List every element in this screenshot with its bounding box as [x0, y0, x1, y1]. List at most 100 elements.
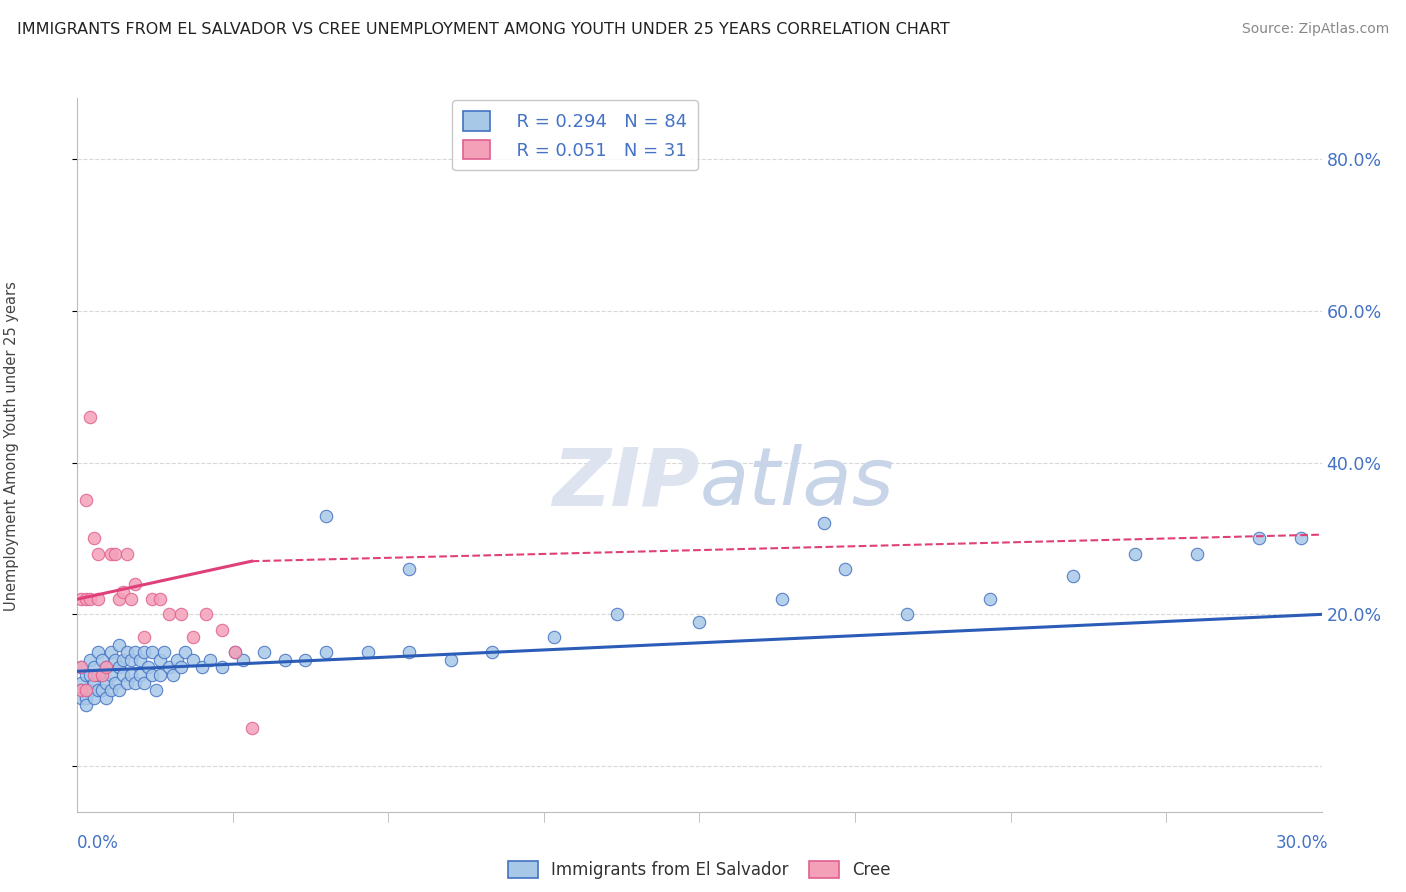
Point [149, 668, 172, 682]
Point [232, 653, 254, 667]
Point [70, 660, 93, 674]
Point [141, 645, 163, 659]
Point [153, 645, 176, 659]
Point [224, 645, 246, 659]
Point [813, 516, 835, 531]
Point [70, 683, 93, 698]
Point [75, 683, 97, 698]
Point [398, 562, 420, 576]
Point [108, 660, 131, 674]
Text: 30.0%: 30.0% [1277, 834, 1329, 852]
Point [96, 675, 118, 690]
Point [120, 653, 142, 667]
Text: ZIP: ZIP [553, 444, 700, 523]
Point [96, 690, 118, 705]
Point [274, 653, 297, 667]
Point [253, 645, 276, 659]
Point [132, 630, 155, 644]
Text: 0.0%: 0.0% [77, 834, 120, 852]
Point [70, 592, 93, 607]
Point [83, 690, 105, 705]
Point [398, 645, 420, 659]
Point [315, 508, 337, 523]
Point [91, 683, 114, 698]
Text: IMMIGRANTS FROM EL SALVADOR VS CREE UNEMPLOYMENT AMONG YOUTH UNDER 25 YEARS CORR: IMMIGRANTS FROM EL SALVADOR VS CREE UNEM… [17, 22, 949, 37]
Point [91, 653, 114, 667]
Point [115, 675, 138, 690]
Point [83, 532, 105, 546]
Point [120, 592, 142, 607]
Point [315, 645, 337, 659]
Point [145, 683, 167, 698]
Point [1123, 547, 1146, 561]
Text: atlas: atlas [700, 444, 894, 523]
Point [79, 409, 101, 424]
Point [70, 660, 93, 674]
Point [162, 668, 184, 682]
Point [87, 668, 110, 682]
Point [83, 660, 105, 674]
Point [79, 653, 101, 667]
Point [79, 668, 101, 682]
Point [1062, 569, 1084, 583]
Point [481, 645, 503, 659]
Point [357, 645, 380, 659]
Point [87, 683, 110, 698]
Point [75, 592, 97, 607]
Point [166, 653, 188, 667]
Point [120, 668, 142, 682]
Point [83, 675, 105, 690]
Point [100, 547, 122, 561]
Point [115, 645, 138, 659]
Point [75, 698, 97, 713]
Point [108, 683, 131, 698]
Point [104, 547, 127, 561]
Point [174, 645, 197, 659]
Point [104, 653, 127, 667]
Point [170, 660, 193, 674]
Point [128, 653, 150, 667]
Point [87, 547, 110, 561]
Point [91, 668, 114, 682]
Point [128, 668, 150, 682]
Point [440, 653, 463, 667]
Point [211, 623, 233, 637]
Point [1187, 547, 1209, 561]
Point [70, 690, 93, 705]
Point [136, 660, 159, 674]
Point [170, 607, 193, 622]
Point [606, 607, 628, 622]
Point [183, 653, 205, 667]
Point [543, 630, 565, 644]
Point [124, 645, 146, 659]
Point [183, 630, 205, 644]
Point [108, 592, 131, 607]
Point [834, 562, 856, 576]
Point [75, 690, 97, 705]
Point [79, 683, 101, 698]
Point [1289, 532, 1312, 546]
Point [100, 683, 122, 698]
Point [96, 660, 118, 674]
Point [115, 547, 138, 561]
Point [149, 653, 172, 667]
Point [87, 645, 110, 659]
Point [70, 675, 93, 690]
Point [132, 675, 155, 690]
Point [896, 607, 918, 622]
Point [191, 660, 214, 674]
Point [240, 721, 263, 735]
Point [83, 668, 105, 682]
Point [198, 653, 221, 667]
Point [75, 493, 97, 508]
Point [75, 668, 97, 682]
Point [124, 577, 146, 591]
Point [772, 592, 794, 607]
Point [70, 683, 93, 698]
Point [141, 668, 163, 682]
Point [111, 584, 134, 599]
Point [149, 592, 172, 607]
Point [157, 607, 180, 622]
Point [979, 592, 1001, 607]
Point [294, 653, 316, 667]
